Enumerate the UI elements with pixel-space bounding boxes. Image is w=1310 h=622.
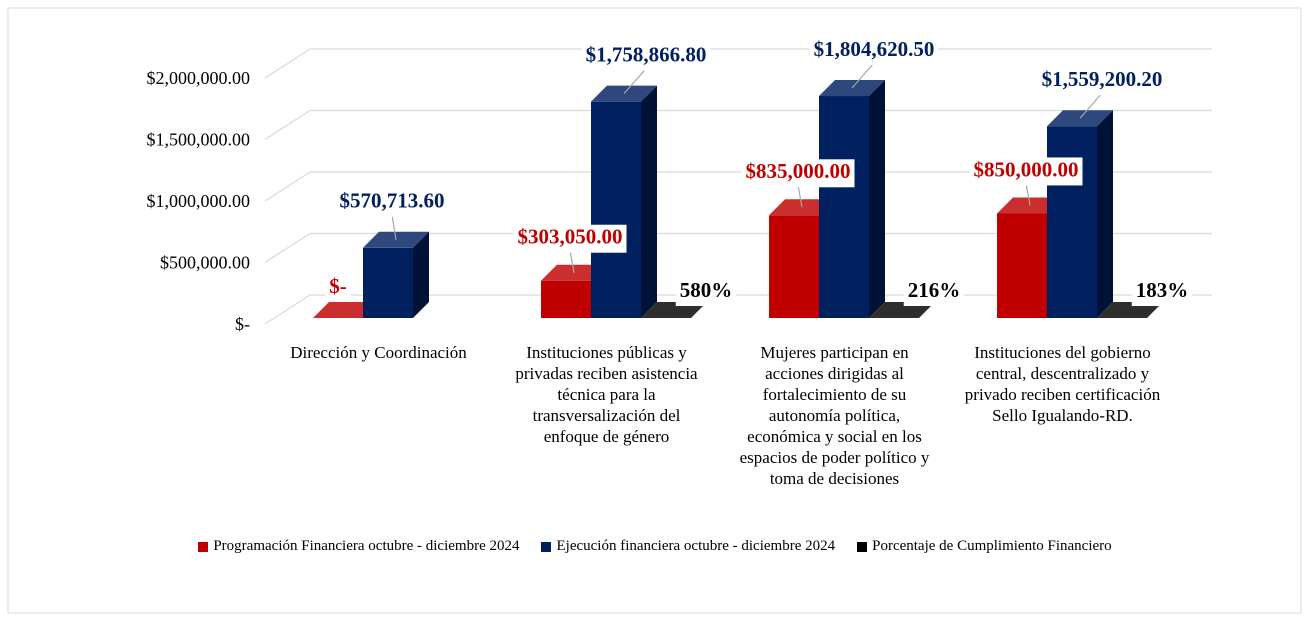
bar <box>769 199 835 318</box>
legend-swatch <box>857 541 868 552</box>
leader-line <box>1079 92 1103 119</box>
bar-front <box>997 213 1047 318</box>
bar-side <box>413 231 429 318</box>
data-label: $1,758,866.80 <box>586 42 707 66</box>
data-label: $570,713.60 <box>340 189 445 213</box>
leader-line <box>851 62 875 89</box>
legend-item: Programación Financiera octubre - diciem… <box>198 538 519 555</box>
data-label: $1,559,200.20 <box>1042 67 1163 91</box>
data-label-box <box>741 159 855 188</box>
data-label: $850,000.00 <box>974 157 1079 181</box>
data-label-box <box>335 188 449 217</box>
frame <box>7 7 1302 614</box>
data-label-box <box>1037 67 1167 96</box>
legend-swatch <box>541 541 552 552</box>
bar-front <box>1047 126 1097 318</box>
bar <box>819 80 885 318</box>
legend-swatch <box>198 541 209 552</box>
x-tick-label: Instituciones del gobierno central, desc… <box>964 343 1161 425</box>
x-tick-label: Mujeres participan en acciones dirigidas… <box>739 343 930 488</box>
leader-line <box>391 214 397 240</box>
leader-line <box>569 250 575 273</box>
bar-top <box>313 302 379 318</box>
data-label: $- <box>329 274 347 298</box>
bar-front <box>591 101 641 318</box>
leader-line <box>623 68 647 95</box>
y-tick-label: $1,500,000.00 <box>147 130 251 150</box>
bar-front <box>363 247 413 318</box>
x-tick-label: Instituciones públicas y privadas recibe… <box>515 343 698 446</box>
grid-line <box>264 171 1212 202</box>
y-tick-label: $1,000,000.00 <box>147 191 251 211</box>
data-label-box <box>513 224 627 253</box>
data-label-box <box>325 274 351 302</box>
grid-line <box>264 109 1212 141</box>
data-label-box <box>675 278 737 306</box>
bar-front <box>819 96 869 318</box>
x-tick-label: Dirección y Coordinación <box>290 343 467 362</box>
bar-front <box>769 215 819 318</box>
data-label: 216% <box>908 278 961 302</box>
data-label-box <box>809 37 939 66</box>
data-label-box <box>969 157 1083 186</box>
leader-line <box>797 185 803 208</box>
data-label-box <box>581 42 711 71</box>
data-label: $303,050.00 <box>518 225 623 249</box>
legend-item: Porcentaje de Cumplimiento Financiero <box>857 538 1112 555</box>
data-label-box <box>1131 278 1193 306</box>
legend-item: Ejecución financiera octubre - diciembre… <box>541 538 835 555</box>
bar <box>591 85 657 318</box>
y-tick-label: $500,000.00 <box>160 253 250 273</box>
data-label: 183% <box>1136 278 1189 302</box>
legend: Programación Financiera octubre - diciem… <box>0 538 1310 555</box>
bar <box>313 302 379 318</box>
y-tick-label: $- <box>235 314 250 334</box>
bar-front <box>541 280 591 318</box>
legend-label: Porcentaje de Cumplimiento Financiero <box>872 538 1112 554</box>
legend-label: Programación Financiera octubre - diciem… <box>213 538 520 554</box>
legend-label: Ejecución financiera octubre - diciembre… <box>556 538 836 554</box>
bar-side <box>641 85 657 318</box>
bar-side <box>1097 110 1113 318</box>
leader-line <box>1025 183 1031 206</box>
bar <box>1047 110 1113 318</box>
data-label: 580% <box>680 278 733 302</box>
data-label-box <box>903 278 965 306</box>
bar <box>363 231 429 318</box>
data-label: $1,804,620.50 <box>814 37 935 61</box>
grid-line <box>264 232 1212 264</box>
data-label: $835,000.00 <box>746 159 851 183</box>
bar-side <box>869 80 885 318</box>
y-tick-label: $2,000,000.00 <box>147 68 251 88</box>
